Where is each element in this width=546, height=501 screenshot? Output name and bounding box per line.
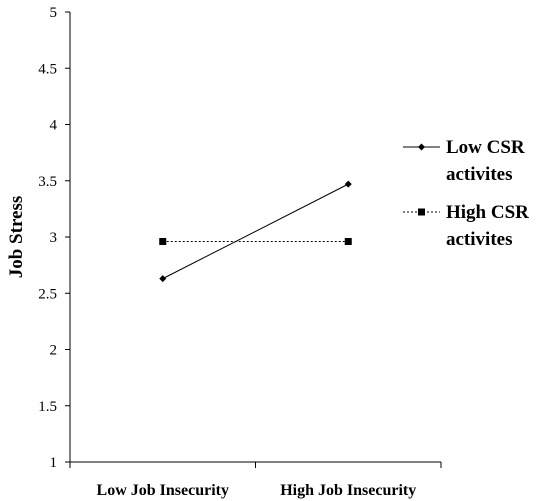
diamond-marker: [159, 275, 167, 283]
y-tick-label: 3.5: [38, 174, 57, 190]
y-tick-label: 4: [50, 118, 58, 134]
y-tick-label: 2: [50, 343, 58, 359]
diamond-marker: [418, 143, 425, 151]
legend-label: Low CSR: [446, 137, 525, 158]
diamond-marker: [344, 180, 352, 188]
legend: Low CSR activites High CSR activites: [403, 137, 529, 250]
legend-item-2: High CSR activites: [403, 202, 529, 250]
y-ticks: 1 1.5 2 2.5 3 3.5 4 4.5 5: [38, 5, 70, 471]
x-ticks: Low Job Insecurity High Job Insecurity: [69, 462, 442, 499]
legend-label: High CSR: [446, 202, 529, 223]
axes: [69, 12, 441, 463]
y-tick-label: 4.5: [38, 61, 57, 77]
y-tick-label: 2.5: [38, 286, 57, 302]
y-tick-label: 1: [50, 455, 58, 471]
square-marker: [418, 208, 425, 216]
y-axis-title: Job Stress: [6, 196, 27, 279]
legend-label: activites: [446, 164, 512, 185]
y-tick-label: 5: [50, 5, 58, 21]
legend-item-1: Low CSR activites: [403, 137, 525, 185]
square-marker: [344, 238, 352, 245]
x-category-label: Low Job Insecurity: [97, 482, 229, 499]
series-2: [159, 238, 352, 245]
y-tick-label: 1.5: [38, 399, 57, 415]
legend-label: activites: [446, 229, 512, 250]
series-1: [159, 180, 352, 283]
y-tick-label: 3: [50, 230, 58, 246]
series-line: [162, 183, 349, 280]
series-group: [159, 180, 352, 283]
x-category-label: High Job Insecurity: [280, 482, 416, 499]
square-marker: [159, 238, 167, 245]
